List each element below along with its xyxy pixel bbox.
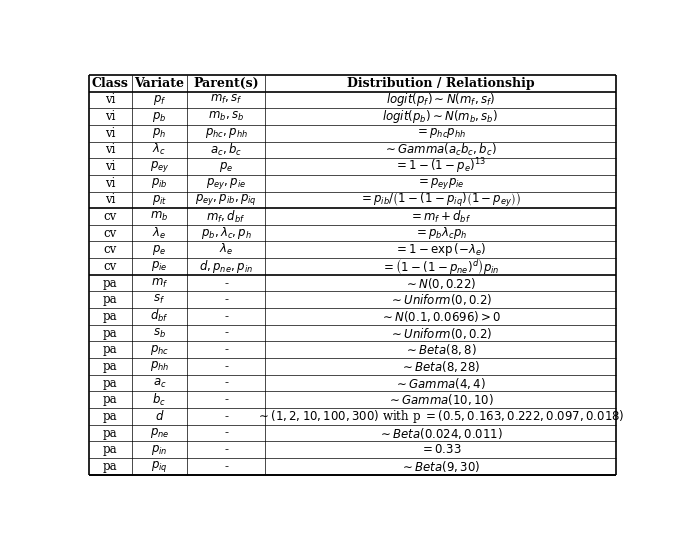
Text: $= \left(1-(1-p_{ne})^d\right) p_{in}$: $= \left(1-(1-p_{ne})^d\right) p_{in}$ (381, 257, 499, 276)
Text: pa: pa (103, 327, 117, 339)
Text: pa: pa (103, 310, 117, 323)
Text: cv: cv (104, 243, 117, 256)
Text: $a_c$: $a_c$ (153, 377, 166, 390)
Text: $\sim Uniform\left(0, 0.2\right)$: $\sim Uniform\left(0, 0.2\right)$ (389, 292, 492, 307)
Text: pa: pa (103, 343, 117, 356)
Text: -: - (224, 460, 228, 473)
Text: $p_{iq}$: $p_{iq}$ (151, 459, 168, 474)
Text: Parent(s): Parent(s) (193, 77, 259, 90)
Text: Distribution / Relationship: Distribution / Relationship (346, 77, 534, 90)
Text: $\sim N\left(0.1, 0.0696\right)  >  0$: $\sim N\left(0.1, 0.0696\right) > 0$ (380, 309, 501, 324)
Text: $p_h$: $p_h$ (153, 126, 166, 140)
Text: $\sim Uniform\left(0, 0.2\right)$: $\sim Uniform\left(0, 0.2\right)$ (389, 325, 492, 341)
Text: $\lambda_e$: $\lambda_e$ (153, 225, 166, 240)
Text: $p_b, \lambda_c, p_h$: $p_b, \lambda_c, p_h$ (201, 225, 251, 241)
Text: $\sim Gamma(a_c b_c, b_c)$: $\sim Gamma(a_c b_c, b_c)$ (383, 142, 497, 158)
Text: $\sim Beta\left(0.024, 0.011\right)$: $\sim Beta\left(0.024, 0.011\right)$ (378, 426, 503, 441)
Text: $= p_{ey}p_{ie}$: $= p_{ey}p_{ie}$ (416, 176, 464, 190)
Text: -: - (224, 427, 228, 440)
Text: $p_{ey}, p_{ie}$: $p_{ey}, p_{ie}$ (206, 176, 246, 190)
Text: cv: cv (104, 226, 117, 239)
Text: pa: pa (103, 377, 117, 390)
Text: $p_{ey}$: $p_{ey}$ (150, 159, 169, 174)
Text: $\sim Gamma(4, 4)$: $\sim Gamma(4, 4)$ (394, 376, 486, 391)
Text: -: - (224, 377, 228, 390)
Text: vi: vi (105, 127, 115, 140)
Text: $s_f$: $s_f$ (153, 293, 166, 306)
Text: $p_{hc}$: $p_{hc}$ (150, 343, 169, 357)
Text: Variate: Variate (135, 77, 184, 90)
Text: vi: vi (105, 143, 115, 157)
Text: $m_f, d_{bf}$: $m_f, d_{bf}$ (207, 208, 246, 224)
Text: $logit(p_b) \sim N(m_b, s_b)$: $logit(p_b) \sim N(m_b, s_b)$ (383, 108, 499, 125)
Text: $m_f, s_f$: $m_f, s_f$ (210, 94, 243, 107)
Text: $= 1-(1-p_e)^{13}$: $= 1-(1-p_e)^{13}$ (394, 157, 486, 176)
Text: $\sim (1,2,10,100,300)$ with p $= (0.5,0.163,0.222,0.097,0.018)$: $\sim (1,2,10,100,300)$ with p $= (0.5,0… (256, 408, 624, 425)
Text: $\sim Beta\left(9, 30\right)$: $\sim Beta\left(9, 30\right)$ (401, 459, 480, 474)
Text: $\sim N\left(0, 0.22\right)$: $\sim N\left(0, 0.22\right)$ (404, 275, 477, 291)
Text: $p_{it}$: $p_{it}$ (152, 193, 167, 207)
Text: vi: vi (105, 110, 115, 123)
Text: $= p_{ib}/ \left(1-(1-p_{iq})\left(1-p_{ey}\right)\right)$: $= p_{ib}/ \left(1-(1-p_{iq})\left(1-p_{… (359, 191, 521, 209)
Text: -: - (224, 327, 228, 339)
Text: $a_c, b_c$: $a_c, b_c$ (210, 142, 242, 158)
Text: pa: pa (103, 393, 117, 406)
Text: $p_f$: $p_f$ (153, 93, 166, 107)
Text: -: - (224, 360, 228, 373)
Text: $m_b, s_b$: $m_b, s_b$ (208, 110, 244, 123)
Text: pa: pa (103, 410, 117, 423)
Text: $p_e$: $p_e$ (153, 243, 166, 257)
Text: $logit(p_f) \sim N(m_f, s_f)$: $logit(p_f) \sim N(m_f, s_f)$ (386, 91, 495, 108)
Text: $\lambda_c$: $\lambda_c$ (153, 143, 166, 158)
Text: $p_{in}$: $p_{in}$ (151, 443, 168, 457)
Text: cv: cv (104, 210, 117, 223)
Text: $m_f$: $m_f$ (150, 277, 168, 289)
Text: -: - (224, 293, 228, 306)
Text: $p_{ey}, p_{ib}, p_{iq}$: $p_{ey}, p_{ib}, p_{iq}$ (195, 193, 257, 207)
Text: $\sim Beta\left(8, 28\right)$: $\sim Beta\left(8, 28\right)$ (401, 359, 480, 374)
Text: pa: pa (103, 277, 117, 289)
Text: vi: vi (105, 160, 115, 173)
Text: pa: pa (103, 360, 117, 373)
Text: $= 0.33$: $= 0.33$ (420, 443, 461, 456)
Text: pa: pa (103, 443, 117, 456)
Text: $\sim Gamma(10, 10)$: $\sim Gamma(10, 10)$ (387, 392, 494, 407)
Text: $= m_f + d_{bf}$: $= m_f + d_{bf}$ (409, 208, 471, 224)
Text: $s_b$: $s_b$ (153, 327, 166, 339)
Text: cv: cv (104, 260, 117, 273)
Text: $b_c$: $b_c$ (153, 392, 166, 408)
Text: $p_{ib}$: $p_{ib}$ (151, 176, 168, 190)
Text: $d, p_{ne}, p_{in}$: $d, p_{ne}, p_{in}$ (199, 258, 253, 275)
Text: -: - (224, 443, 228, 456)
Text: $= 1 - \exp\left(-\lambda_e\right)$: $= 1 - \exp\left(-\lambda_e\right)$ (394, 242, 486, 258)
Text: pa: pa (103, 460, 117, 473)
Text: $\sim Beta\left(8, 8\right)$: $\sim Beta\left(8, 8\right)$ (404, 342, 477, 357)
Text: Class: Class (91, 77, 128, 90)
Text: $= p_{hc}p_{hh}$: $= p_{hc}p_{hh}$ (415, 126, 466, 140)
Text: $p_{hh}$: $p_{hh}$ (150, 359, 169, 373)
Text: $p_{ie}$: $p_{ie}$ (151, 259, 168, 273)
Text: pa: pa (103, 293, 117, 306)
Text: -: - (224, 393, 228, 406)
Text: $d_{bf}$: $d_{bf}$ (150, 308, 169, 324)
Text: -: - (224, 310, 228, 323)
Text: -: - (224, 277, 228, 289)
Text: $\lambda_e$: $\lambda_e$ (219, 242, 233, 257)
Text: -: - (224, 343, 228, 356)
Text: $p_{hc}, p_{hh}$: $p_{hc}, p_{hh}$ (205, 126, 247, 140)
Text: -: - (224, 410, 228, 423)
Text: vi: vi (105, 94, 115, 107)
Text: pa: pa (103, 427, 117, 440)
Text: $= p_b\lambda_c p_h$: $= p_b\lambda_c p_h$ (414, 225, 467, 241)
Text: $p_{ne}$: $p_{ne}$ (150, 426, 169, 440)
Text: $d$: $d$ (155, 409, 164, 423)
Text: $p_b$: $p_b$ (153, 110, 167, 124)
Text: $m_b$: $m_b$ (150, 210, 168, 223)
Text: vi: vi (105, 193, 115, 207)
Text: vi: vi (105, 176, 115, 190)
Text: $p_e$: $p_e$ (219, 160, 233, 174)
